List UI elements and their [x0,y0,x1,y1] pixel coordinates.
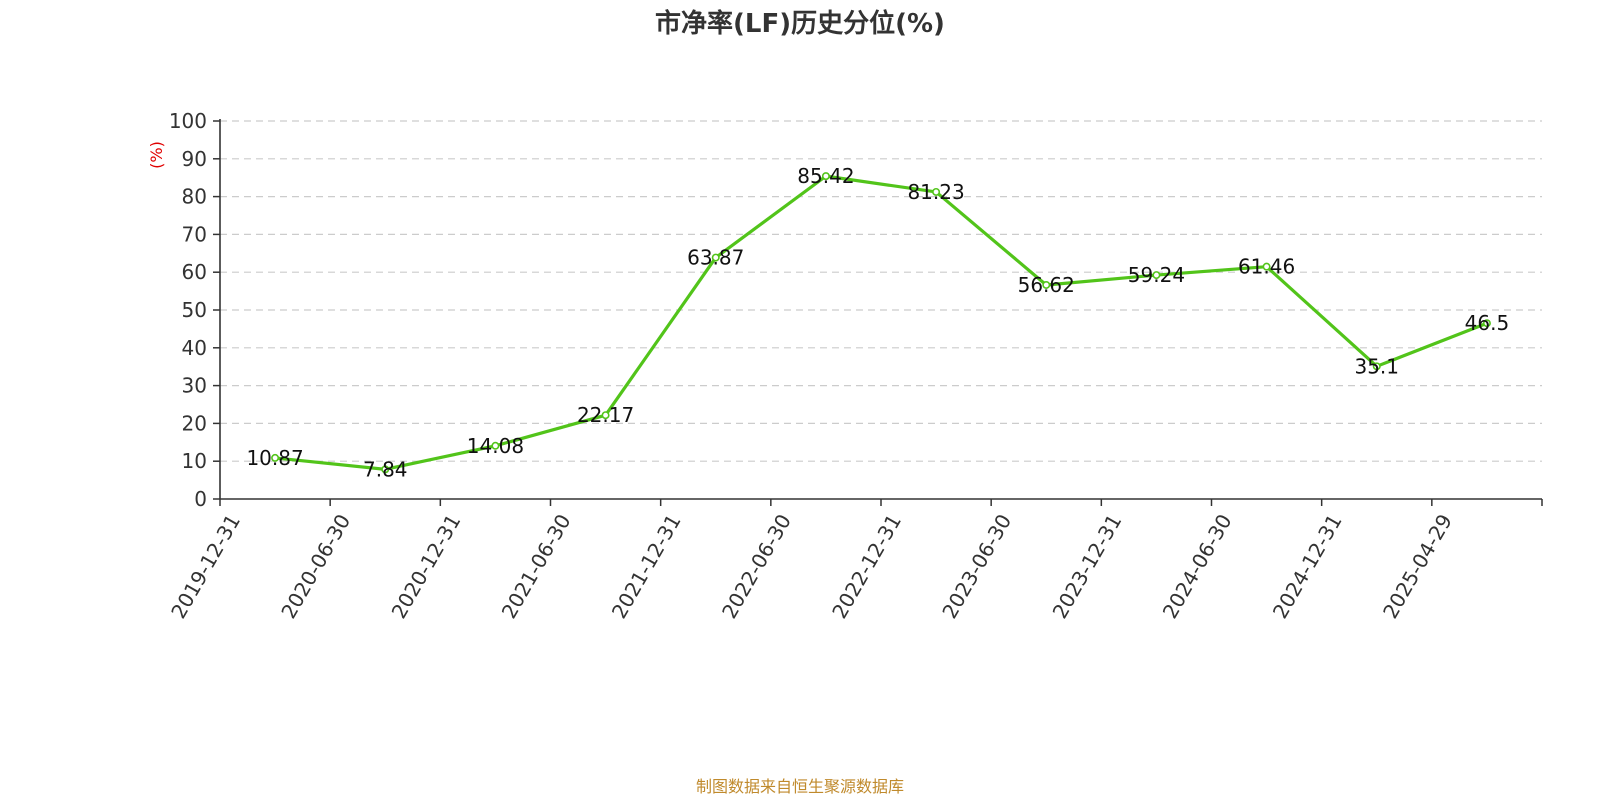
data-point [271,453,280,462]
y-tick-label: 40 [182,336,207,360]
data-label: 22.17 [577,403,634,427]
y-tick-label: 60 [182,260,207,284]
x-tick-label: 2022-12-31 [827,510,906,623]
data-label: 61.46 [1238,255,1295,279]
data-label: 56.62 [1018,273,1075,297]
data-label: 35.1 [1354,354,1399,378]
x-tick-label: 2025-04-29 [1378,510,1457,623]
x-tick-labels: 2019-12-31 2020-06-30 2020-12-31 2021-06-30… [166,510,1457,623]
data-label: 59.24 [1128,263,1185,287]
x-tick-label: 2023-06-30 [937,510,1016,623]
y-tick-label: 30 [182,374,207,398]
data-point [1372,362,1381,371]
y-tick-label: 10 [182,449,207,473]
x-tick-label: 2023-12-31 [1047,510,1126,623]
x-tick-label: 2021-06-30 [497,510,576,623]
x-tick-label: 2019-12-31 [166,510,245,623]
series [271,172,1491,474]
grid-lines [220,120,1542,462]
y-tick-labels: 0 10 20 30 40 50 60 70 80 90 100 [169,109,207,511]
y-axis-unit: (%) [147,141,166,169]
x-tick-label: 2021-12-31 [607,510,686,623]
data-point [1482,319,1491,328]
y-tick-label: 80 [182,185,207,209]
data-point [491,441,500,450]
data-point [1262,262,1271,271]
data-label: 7.84 [363,457,408,481]
data-label: 63.87 [687,246,744,270]
data-point [1042,280,1051,289]
data-labels: 10.87 7.84 14.08 22.17 63.87 85.42 81.23 56.62 5… [246,164,1509,481]
x-tick-label: 2020-12-31 [386,510,465,623]
data-point [601,411,610,420]
data-point [932,187,941,196]
chart-title: 市净率(LF)历史分位(%) [655,8,945,39]
data-label: 14.08 [467,434,524,458]
data-label: 10.87 [246,446,303,470]
data-label: 46.5 [1465,311,1510,335]
x-tick-label: 2022-06-30 [717,510,796,623]
y-tick-label: 50 [182,298,207,322]
series-line [273,174,1489,471]
y-tick-label: 20 [182,411,207,435]
data-point [381,465,390,474]
data-source-note: 制图数据来自恒生聚源数据库 [696,777,904,796]
y-tick-label: 90 [182,147,207,171]
data-label: 85.42 [797,164,854,188]
y-tick-label: 100 [169,109,207,133]
data-label: 81.23 [907,180,964,204]
y-tick-label: 70 [182,222,207,246]
x-tick-label: 2020-06-30 [276,510,355,623]
x-tick-label: 2024-06-30 [1158,510,1237,623]
axes [213,119,1543,506]
data-point [1152,271,1161,280]
data-point [821,172,830,181]
data-point [711,253,720,262]
y-tick-label: 0 [194,487,207,511]
x-tick-label: 2024-12-31 [1268,510,1347,623]
